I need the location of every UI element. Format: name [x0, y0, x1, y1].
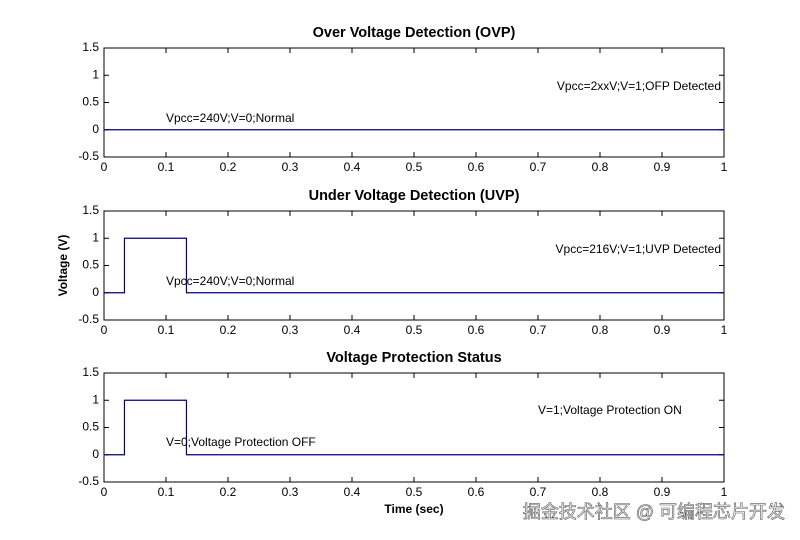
x-tick-label: 0.2 [220, 160, 237, 174]
x-tick-label: 0.1 [158, 160, 175, 174]
x-tick-label: 0.4 [344, 323, 361, 337]
y-tick-label: -0.5 [78, 312, 99, 326]
x-tick-label: 0 [101, 323, 108, 337]
x-tick-label: 1 [721, 485, 728, 499]
x-tick-label: 0.4 [344, 485, 361, 499]
x-tick-label: 0.8 [592, 160, 609, 174]
subplot-title: Under Voltage Detection (UVP) [309, 188, 520, 204]
y-tick-label: 1 [92, 392, 99, 406]
x-tick-label: 0.6 [468, 323, 485, 337]
annotation: Vpcc=240V;V=0;Normal [166, 274, 294, 288]
x-tick-label: 0.8 [592, 485, 609, 499]
x-tick-label: 0.3 [282, 485, 299, 499]
x-tick-label: 0.2 [220, 485, 237, 499]
x-tick-label: 0.7 [530, 485, 547, 499]
y-tick-label: 0.5 [82, 258, 99, 272]
x-tick-label: 0.1 [158, 485, 175, 499]
x-tick-label: 0.5 [406, 323, 423, 337]
x-axis-label: Time (sec) [384, 502, 443, 516]
axes-frame [103, 47, 725, 158]
watermark: 掘金技术社区 @ 可编程芯片开发 [523, 502, 785, 522]
data-line [104, 399, 724, 456]
y-tick-label: 0 [92, 285, 99, 299]
x-tick-label: 0 [101, 160, 108, 174]
x-tick-label: 0.3 [282, 160, 299, 174]
x-tick-label: 0.9 [654, 323, 671, 337]
annotation: V=1;Voltage Protection ON [538, 403, 682, 417]
subplot-title: Voltage Protection Status [326, 350, 501, 366]
axes-frame [103, 210, 725, 321]
x-tick-label: 0.7 [530, 323, 547, 337]
x-tick-label: 0.5 [406, 160, 423, 174]
y-tick-label: 1.5 [82, 203, 99, 217]
x-tick-label: 1 [721, 323, 728, 337]
x-tick-label: 0.1 [158, 323, 175, 337]
x-tick-label: 0.2 [220, 323, 237, 337]
x-tick-label: 0.6 [468, 160, 485, 174]
y-tick-label: 0 [92, 447, 99, 461]
annotation: Vpcc=240V;V=0;Normal [166, 111, 294, 125]
data-line [104, 237, 724, 294]
x-tick-label: 0.9 [654, 485, 671, 499]
x-tick-label: 0.9 [654, 160, 671, 174]
annotation: V=0;Voltage Protection OFF [166, 435, 316, 449]
y-tick-label: 0 [92, 122, 99, 136]
y-tick-label: -0.5 [78, 149, 99, 163]
annotation: Vpcc=2xxV;V=1;OFP Detected [557, 79, 721, 93]
x-tick-label: 0.3 [282, 323, 299, 337]
y-tick-label: 0.5 [82, 95, 99, 109]
x-tick-label: 0.4 [344, 160, 361, 174]
y-tick-label: -0.5 [78, 474, 99, 488]
x-tick-label: 0 [101, 485, 108, 499]
annotation: Vpcc=216V;V=1;UVP Detected [556, 242, 721, 256]
x-tick-label: 0.8 [592, 323, 609, 337]
y-tick-label: 0.5 [82, 420, 99, 434]
y-tick-label: 1.5 [82, 40, 99, 54]
subplot-title: Over Voltage Detection (OVP) [313, 25, 516, 41]
x-tick-label: 0.6 [468, 485, 485, 499]
x-tick-label: 1 [721, 160, 728, 174]
y-tick-label: 1 [92, 67, 99, 81]
x-tick-label: 0.7 [530, 160, 547, 174]
y-tick-label: 1 [92, 230, 99, 244]
axes-frame [103, 372, 725, 483]
y-axis-label: Voltage (V) [56, 235, 70, 297]
y-tick-label: 1.5 [82, 365, 99, 379]
x-tick-label: 0.5 [406, 485, 423, 499]
